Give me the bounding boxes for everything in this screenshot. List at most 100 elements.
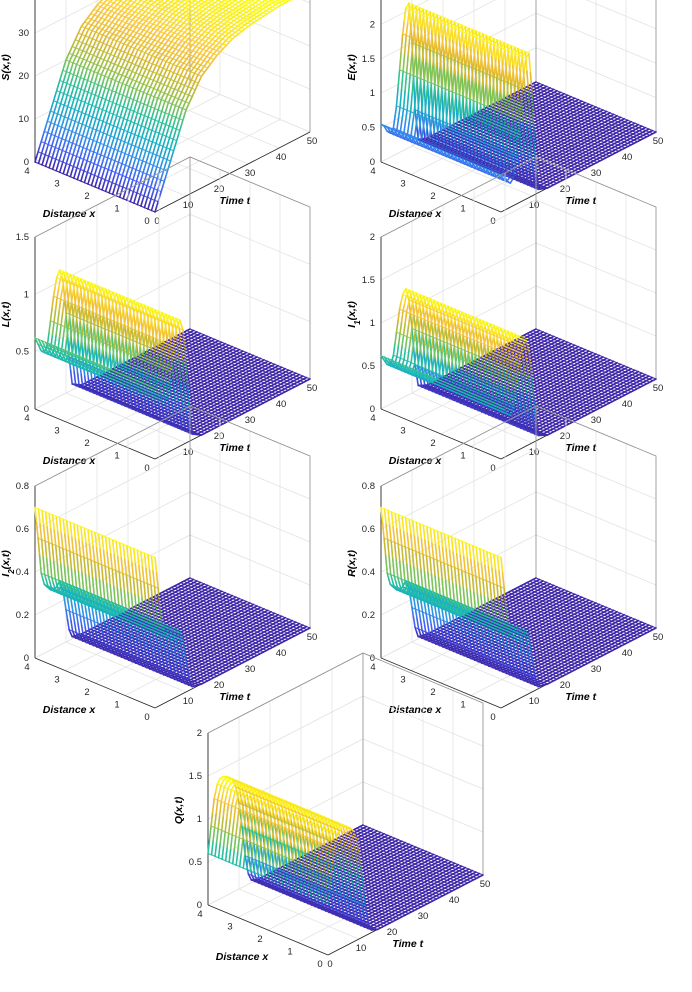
surface-segment <box>161 128 165 136</box>
surface-segment <box>76 121 80 129</box>
surface-segment <box>91 111 95 118</box>
surface-segment <box>122 112 127 120</box>
surface-segment <box>88 121 92 128</box>
surface-mesh-line <box>93 8 215 60</box>
surface-segment <box>116 133 120 140</box>
surface-segment <box>137 181 141 189</box>
surface-segment <box>178 112 182 120</box>
surface-segment <box>406 122 410 135</box>
surface-segment <box>406 91 410 112</box>
surface-segment <box>113 183 117 191</box>
t-axis-line <box>154 131 311 213</box>
surface-segment <box>53 158 57 166</box>
surface-segment <box>47 138 51 146</box>
surface-segment <box>439 86 443 107</box>
surface-segment <box>446 52 450 72</box>
surface-segment <box>77 93 81 101</box>
surface-segment <box>81 170 85 177</box>
surface-segment <box>49 105 53 112</box>
surface-segment <box>166 101 170 109</box>
surface-segment <box>133 128 138 136</box>
surface-segment <box>56 96 60 104</box>
surface-segment <box>99 137 103 145</box>
surface-segment <box>118 139 122 147</box>
surface-segment <box>97 119 101 126</box>
surface-segment <box>440 36 444 51</box>
surface-segment <box>56 148 60 155</box>
surface-segment <box>72 148 76 156</box>
surface-segment <box>54 129 58 137</box>
surface-segment <box>55 113 59 120</box>
surface-segment <box>77 156 81 164</box>
surface-segment <box>137 130 141 137</box>
surface-segment <box>127 137 131 145</box>
surface-segment <box>414 76 419 96</box>
surface-segment <box>158 190 162 198</box>
surface-segment <box>52 123 56 131</box>
surface-segment <box>119 99 123 107</box>
surface-segment <box>67 124 71 131</box>
surface-segment <box>132 173 136 181</box>
surface-segment <box>68 147 72 155</box>
surface-segment <box>167 148 171 156</box>
surface-segment <box>135 135 140 142</box>
surface-segment <box>127 85 131 93</box>
surface-segment <box>149 129 153 137</box>
surface-segment <box>140 108 144 116</box>
surface-segment <box>49 133 53 141</box>
surface-segment <box>171 150 175 157</box>
surface-segment <box>412 24 416 40</box>
surface-segment <box>123 164 127 172</box>
surface-segment <box>62 64 66 71</box>
surface-segment <box>116 184 121 192</box>
surface-segment <box>73 103 78 111</box>
surface-segment <box>53 118 57 125</box>
surface-segment <box>46 115 50 122</box>
surface-segment <box>392 116 396 129</box>
surface-segment <box>78 140 82 147</box>
surface-segment <box>409 55 413 76</box>
surface-segment <box>132 133 136 141</box>
surface-segment <box>70 62 74 69</box>
surface-segment <box>171 109 175 117</box>
surface-segment <box>124 119 129 126</box>
surface-segment <box>77 65 81 72</box>
surface-segment <box>98 165 102 173</box>
surface-segment <box>86 103 90 110</box>
surface-segment <box>401 20 406 35</box>
surface-segment <box>421 41 425 62</box>
x-tick-label: 4 <box>24 166 29 177</box>
surface-segment <box>61 132 65 140</box>
surface-segment <box>398 51 402 71</box>
surface-segment <box>175 111 179 119</box>
surface-segment <box>408 110 412 124</box>
surface-segment <box>151 187 155 195</box>
surface-segment <box>176 106 180 113</box>
surface-segment <box>136 146 140 154</box>
surface-segment <box>147 203 151 210</box>
surface-segment <box>54 141 58 149</box>
surface-segment <box>112 119 116 127</box>
surface-segment <box>404 71 408 92</box>
surface-mesh-line <box>47 120 168 172</box>
surface-segment <box>91 99 95 107</box>
surface-mesh-line <box>138 0 233 40</box>
surface-segment <box>114 154 118 162</box>
surface-mesh-line <box>246 0 274 11</box>
surface-segment <box>66 89 70 96</box>
surface-segment <box>412 56 417 77</box>
surface-segment <box>165 141 169 149</box>
surface-segment <box>152 107 156 115</box>
surface-segment <box>162 152 166 159</box>
surface-segment <box>69 170 73 178</box>
surface-segment <box>141 195 145 202</box>
surface-segment <box>93 117 97 125</box>
surface-segment <box>54 89 58 97</box>
surface-segment <box>158 127 162 135</box>
surface-segment <box>83 165 87 172</box>
surface-segment <box>130 127 134 134</box>
surface-segment <box>121 169 125 177</box>
surface-segment <box>117 92 121 100</box>
surface-segment <box>146 191 150 199</box>
